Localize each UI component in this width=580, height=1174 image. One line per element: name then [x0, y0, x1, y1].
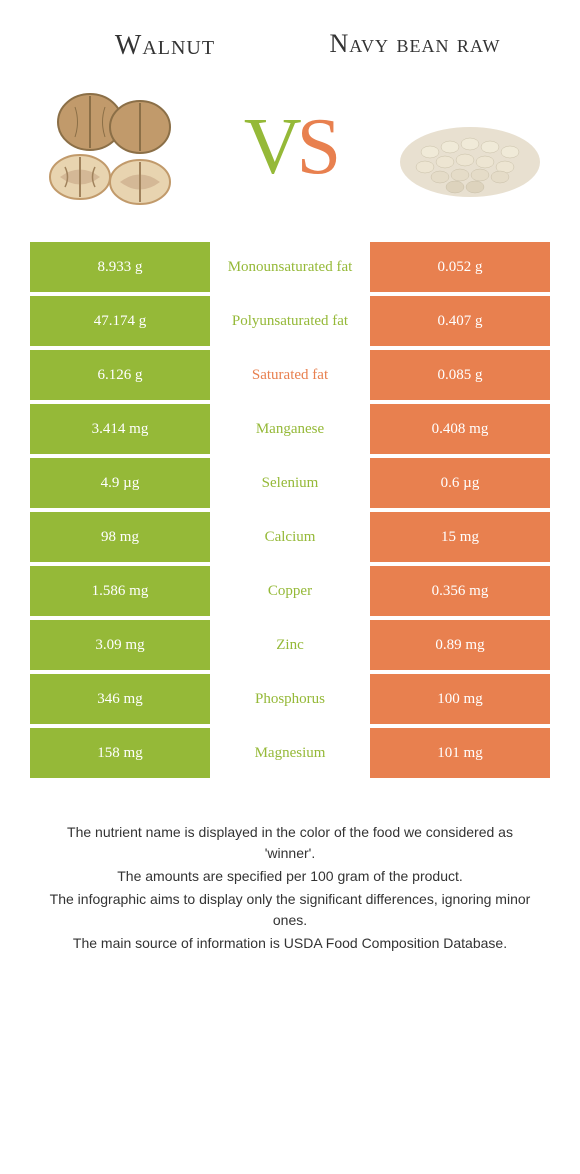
walnut-image: [30, 82, 190, 212]
comparison-table: 8.933 gMonounsaturated fat0.052 g47.174 …: [0, 242, 580, 778]
right-value-cell: 15 mg: [370, 512, 550, 562]
left-value-cell: 47.174 g: [30, 296, 210, 346]
navy-bean-image: [390, 82, 550, 212]
nutrient-label: Monounsaturated fat: [210, 242, 370, 292]
table-row: 4.9 µgSelenium0.6 µg: [30, 458, 550, 508]
right-value-cell: 100 mg: [370, 674, 550, 724]
vs-s-letter: S: [297, 103, 337, 191]
right-value-cell: 0.356 mg: [370, 566, 550, 616]
left-value-cell: 1.586 mg: [30, 566, 210, 616]
left-value-cell: 8.933 g: [30, 242, 210, 292]
right-value-cell: 0.085 g: [370, 350, 550, 400]
nutrient-label: Zinc: [210, 620, 370, 670]
vs-v-letter: V: [244, 103, 297, 191]
footer-line: The infographic aims to display only the…: [40, 889, 540, 931]
food-title-right: Navy bean raw: [290, 30, 540, 62]
table-row: 98 mgCalcium15 mg: [30, 512, 550, 562]
food-title-left: Walnut: [40, 30, 290, 62]
nutrient-label: Polyunsaturated fat: [210, 296, 370, 346]
header: Walnut Navy bean raw: [0, 0, 580, 72]
table-row: 158 mgMagnesium101 mg: [30, 728, 550, 778]
vs-label: VS: [244, 102, 336, 193]
right-value-cell: 0.89 mg: [370, 620, 550, 670]
left-value-cell: 3.414 mg: [30, 404, 210, 454]
table-row: 6.126 gSaturated fat0.085 g: [30, 350, 550, 400]
right-value-cell: 0.6 µg: [370, 458, 550, 508]
nutrient-label: Copper: [210, 566, 370, 616]
table-row: 47.174 gPolyunsaturated fat0.407 g: [30, 296, 550, 346]
footer-line: The main source of information is USDA F…: [40, 933, 540, 954]
left-value-cell: 4.9 µg: [30, 458, 210, 508]
left-value-cell: 158 mg: [30, 728, 210, 778]
footer-line: The amounts are specified per 100 gram o…: [40, 866, 540, 887]
nutrient-label: Manganese: [210, 404, 370, 454]
left-value-cell: 346 mg: [30, 674, 210, 724]
table-row: 3.09 mgZinc0.89 mg: [30, 620, 550, 670]
left-value-cell: 6.126 g: [30, 350, 210, 400]
table-row: 1.586 mgCopper0.356 mg: [30, 566, 550, 616]
nutrient-label: Saturated fat: [210, 350, 370, 400]
nutrient-label: Phosphorus: [210, 674, 370, 724]
table-row: 3.414 mgManganese0.408 mg: [30, 404, 550, 454]
hero-row: VS: [0, 72, 580, 242]
nutrient-label: Magnesium: [210, 728, 370, 778]
right-value-cell: 101 mg: [370, 728, 550, 778]
left-value-cell: 98 mg: [30, 512, 210, 562]
right-value-cell: 0.052 g: [370, 242, 550, 292]
right-value-cell: 0.408 mg: [370, 404, 550, 454]
nutrient-label: Calcium: [210, 512, 370, 562]
nutrient-label: Selenium: [210, 458, 370, 508]
footer-line: The nutrient name is displayed in the co…: [40, 822, 540, 864]
table-row: 346 mgPhosphorus100 mg: [30, 674, 550, 724]
footer-notes: The nutrient name is displayed in the co…: [0, 782, 580, 954]
right-value-cell: 0.407 g: [370, 296, 550, 346]
table-row: 8.933 gMonounsaturated fat0.052 g: [30, 242, 550, 292]
left-value-cell: 3.09 mg: [30, 620, 210, 670]
